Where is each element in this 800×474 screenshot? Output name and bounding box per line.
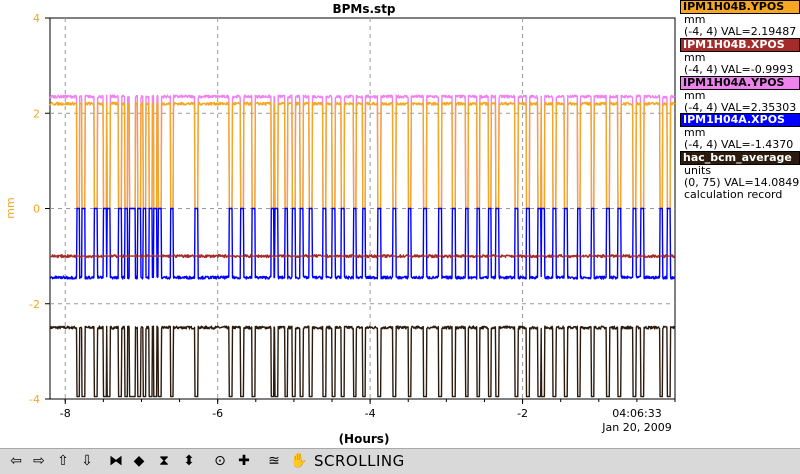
compress-horizontal-button[interactable]: ⧓ <box>109 453 123 469</box>
zoom-box-button[interactable]: ⊙ <box>214 453 226 469</box>
scroll-right-button[interactable]: ⇨ <box>33 453 45 469</box>
legend-entry[interactable]: IPM1H04B.YPOS mm (-4, 4) VAL=2.19487 <box>680 0 800 38</box>
x-tick-label: -4 <box>365 407 376 420</box>
legend-entry-range-value: (-4, 4) VAL=-0.9993 <box>684 64 794 76</box>
expand-horizontal-button[interactable]: ◆ <box>133 453 145 469</box>
legend-entry-units: mm <box>684 90 706 102</box>
legend-entry[interactable]: IPM1H04A.YPOS mm (-4, 4) VAL=2.35303 <box>680 76 800 114</box>
date-label: Jan 20, 2009 <box>601 421 671 434</box>
legend-entry-units: units <box>684 165 712 177</box>
y-tick-label: 4 <box>33 12 40 25</box>
scroll-status: SCROLLING <box>314 452 405 470</box>
series-layer <box>49 94 676 398</box>
y-tick-label: -4 <box>29 393 40 406</box>
legend-entry-name: IPM1H04B.XPOS <box>680 38 800 52</box>
x-tick-label: -8 <box>60 407 71 420</box>
x-axis-label: (Hours) <box>339 432 390 446</box>
chart-plot[interactable]: BPMs.stp 4 2 0 -2 -4 -8 -6 -4 -2 mm (Hours) 04:0… <box>0 0 680 448</box>
hand-button[interactable]: ✋ <box>290 453 308 469</box>
legend-entry-extra: calculation record <box>684 189 783 201</box>
legend-entry-name: hac_bcm_average <box>680 151 800 165</box>
toolbar: SCROLLING ⇦ ⇨ ⇧ ⇩ ⧓ ◆ ⧗ ⬍ ⊙ ✚ ≊ ✋ <box>0 448 800 474</box>
legend-entry-units: mm <box>684 14 706 26</box>
legend-entry-units: mm <box>684 127 706 139</box>
time-label: 04:06:33 <box>612 407 661 420</box>
autoscale-button[interactable]: ≊ <box>268 453 280 469</box>
chart-title: BPMs.stp <box>332 2 395 16</box>
legend-entry[interactable]: IPM1H04B.XPOS mm (-4, 4) VAL=-0.9993 <box>680 38 800 76</box>
legend-entry-name: IPM1H04A.XPOS <box>680 113 800 127</box>
scroll-up-button[interactable]: ⇧ <box>57 453 69 469</box>
scroll-down-button[interactable]: ⇩ <box>81 453 93 469</box>
y-tick-label: 2 <box>33 107 40 120</box>
x-tick-label: -2 <box>517 407 528 420</box>
expand-vertical-button[interactable]: ⬍ <box>183 453 195 469</box>
scroll-left-button[interactable]: ⇦ <box>10 453 22 469</box>
y-tick-label: -2 <box>29 298 40 311</box>
cursor-button[interactable]: ✚ <box>238 453 250 469</box>
x-tick-label: -6 <box>212 407 223 420</box>
series-line-ipm1h04a-xpos <box>49 207 676 280</box>
axis-ticks: 4 2 0 -2 -4 -8 -6 -4 -2 <box>29 12 676 420</box>
legend-entry-name: IPM1H04A.YPOS <box>680 76 800 90</box>
legend-entry[interactable]: hac_bcm_average units (0, 75) VAL=14.0849 c… <box>680 151 800 201</box>
series-line-hac-bcm-average <box>49 325 676 398</box>
compress-vertical-button[interactable]: ⧗ <box>159 453 169 469</box>
legend-entry-range-value: (0, 75) VAL=14.0849 <box>684 177 800 189</box>
series-line-ipm1h04b-xpos <box>49 254 676 259</box>
legend-entry-units: mm <box>684 52 706 64</box>
legend-entry-range-value: (-4, 4) VAL=-1.4370 <box>684 139 794 151</box>
legend-entry-range-value: (-4, 4) VAL=2.35303 <box>684 102 797 114</box>
y-tick-label: 0 <box>33 203 40 216</box>
legend: IPM1H04B.YPOS mm (-4, 4) VAL=2.19487 IPM1H0… <box>680 0 800 210</box>
legend-entry-name: IPM1H04B.YPOS <box>680 0 800 14</box>
legend-entry[interactable]: IPM1H04A.XPOS mm (-4, 4) VAL=-1.4370 <box>680 113 800 151</box>
y-axis-label: mm <box>4 197 17 218</box>
legend-entry-range-value: (-4, 4) VAL=2.19487 <box>684 26 797 38</box>
